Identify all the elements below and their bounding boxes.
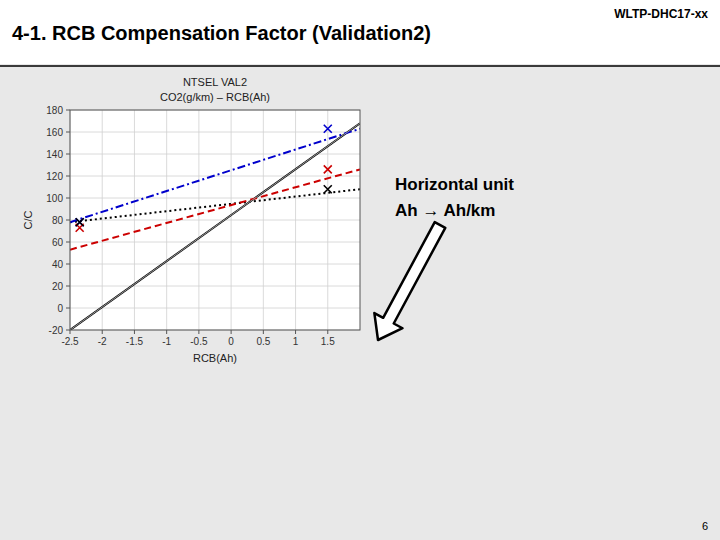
y-tick — [66, 308, 70, 309]
x-tick — [327, 330, 328, 334]
y-grid-line — [70, 220, 360, 221]
series-line — [70, 189, 360, 222]
point-marker — [324, 125, 332, 133]
x-tick — [198, 330, 199, 334]
x-tick — [295, 330, 296, 334]
plot-area — [70, 110, 360, 330]
marker-shape — [76, 218, 84, 226]
y-tick — [66, 132, 70, 133]
y-tick — [66, 198, 70, 199]
series-line — [70, 129, 360, 223]
arrow-shape — [364, 217, 454, 347]
point-marker — [324, 185, 332, 193]
data-layer — [70, 123, 360, 330]
marker-shape — [324, 125, 332, 133]
marker-shape — [324, 165, 332, 173]
y-tick — [66, 176, 70, 177]
page-number: 6 — [702, 520, 708, 532]
header-bar — [0, 0, 720, 64]
x-tick-label: 0 — [228, 336, 234, 347]
x-tick-label: 0.5 — [256, 336, 270, 347]
y-tick-label: 140 — [46, 149, 63, 160]
x-tick — [134, 330, 135, 334]
y-grid-line — [70, 176, 360, 177]
y-grid-line — [70, 286, 360, 287]
y-tick — [66, 220, 70, 221]
x-tick-label: -0.5 — [190, 336, 208, 347]
x-tick-label: 1 — [293, 336, 299, 347]
y-tick — [66, 286, 70, 287]
header-rule — [0, 65, 720, 67]
y-grid-line — [70, 264, 360, 265]
annotation: Ah → Ah/km — [395, 201, 495, 220]
point-marker — [76, 218, 84, 226]
page-header: WLTP-DHC17-xx — [614, 7, 708, 21]
y-tick — [66, 242, 70, 243]
series-line — [70, 123, 360, 330]
y-tick-label: 60 — [52, 237, 64, 248]
x-tick-label: -1 — [162, 336, 171, 347]
annotation: Horizontal unit — [395, 175, 514, 194]
point-marker — [76, 218, 84, 226]
y-tick-label: 40 — [52, 259, 64, 270]
marker-shape — [324, 185, 332, 193]
y-tick-label: 180 — [46, 105, 63, 116]
y-tick-label: 100 — [46, 193, 63, 204]
page: 4-1. RCB Compensation Factor (Validation… — [0, 0, 720, 540]
x-tick — [166, 330, 167, 334]
y-tick-label: 120 — [46, 171, 63, 182]
y-grid-line — [70, 198, 360, 199]
marker-shape — [76, 218, 84, 226]
grid — [70, 110, 360, 330]
y-tick-label: 20 — [52, 281, 64, 292]
x-tick — [231, 330, 232, 334]
x-tick — [102, 330, 103, 334]
x-tick-label: -2 — [98, 336, 107, 347]
background — [0, 0, 720, 540]
y-grid-line — [70, 308, 360, 309]
point-marker — [324, 165, 332, 173]
x-tick-label: -2.5 — [61, 336, 79, 347]
y-tick-label: -20 — [49, 325, 64, 336]
x-tick-label: -1.5 — [126, 336, 144, 347]
x-tick — [70, 330, 71, 334]
arrow — [364, 217, 454, 347]
y-tick-label: 0 — [57, 303, 63, 314]
series-line — [70, 123, 360, 330]
y-tick-label: 160 — [46, 127, 63, 138]
series-line — [70, 169, 360, 249]
y-tick — [66, 154, 70, 155]
y-grid-line — [70, 242, 360, 243]
x-tick — [263, 330, 264, 334]
y-tick — [66, 264, 70, 265]
y-axis-label: C/C — [22, 210, 34, 229]
chart-title: NTSEL VAL2 — [183, 76, 247, 88]
x-tick-label: 1.5 — [321, 336, 335, 347]
plot-frame — [70, 110, 360, 330]
page-title: 4-1. RCB Compensation Factor (Validation… — [12, 22, 431, 44]
chart-subtitle: CO2(g/km) – RCB(Ah) — [160, 91, 270, 103]
y-tick — [66, 330, 70, 331]
y-grid-line — [70, 132, 360, 133]
x-axis-label: RCB(Ah) — [193, 352, 237, 364]
y-tick — [66, 110, 70, 111]
y-tick-label: 80 — [52, 215, 64, 226]
